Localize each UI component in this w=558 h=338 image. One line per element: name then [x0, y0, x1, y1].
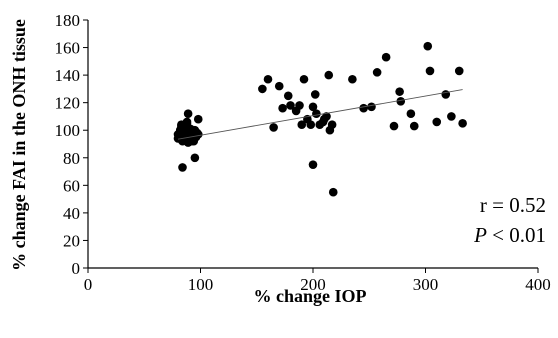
- tick-labels: 0 20 40 60 80 100 120 140 160 180 0 100 200 300 400: [55, 11, 551, 294]
- data-point: [183, 109, 193, 118]
- data-point: [454, 66, 464, 76]
- y-tick-label: 20: [63, 231, 80, 250]
- data-point: [324, 70, 334, 80]
- data-point: [312, 109, 321, 118]
- y-tick-label: 100: [55, 121, 81, 140]
- x-tick-label: 100: [188, 275, 214, 294]
- data-point: [348, 74, 357, 84]
- y-tick-label: 0: [72, 259, 81, 278]
- x-tick-label: 400: [525, 275, 551, 294]
- data-point: [286, 101, 295, 110]
- data-point: [409, 121, 419, 131]
- data-point: [299, 74, 309, 84]
- data-point: [186, 124, 195, 134]
- data-point: [359, 103, 368, 113]
- data-point: [182, 117, 192, 127]
- y-tick-label: 180: [55, 11, 81, 30]
- data-point: [432, 117, 442, 127]
- correlation-annotation: r = 0.52: [480, 193, 546, 217]
- data-point: [179, 135, 188, 145]
- data-point: [295, 101, 304, 110]
- data-point: [367, 102, 376, 112]
- x-tick-label: 200: [300, 275, 326, 294]
- data-point: [389, 121, 399, 131]
- x-axis-title: % change IOP: [253, 286, 366, 306]
- data-point: [258, 84, 267, 94]
- data-point: [306, 120, 316, 130]
- data-point: [308, 160, 318, 169]
- data-point: [406, 109, 416, 118]
- data-point: [328, 187, 338, 197]
- data-point: [425, 66, 435, 76]
- data-point: [308, 102, 318, 112]
- y-tick-label: 80: [63, 149, 80, 168]
- data-point: [278, 103, 287, 113]
- x-tick-label: 0: [84, 275, 93, 294]
- y-tick-label: 140: [55, 66, 81, 85]
- p-rest: < 0.01: [487, 223, 546, 247]
- axes: [83, 19, 539, 273]
- data-points: [173, 41, 467, 197]
- data-point: [297, 120, 307, 130]
- data-point: [193, 130, 203, 139]
- data-point: [441, 90, 451, 99]
- data-point: [190, 153, 200, 163]
- data-point: [319, 114, 329, 124]
- data-point: [269, 123, 278, 132]
- p-value-annotation: P < 0.01: [473, 223, 546, 247]
- data-point: [178, 163, 187, 172]
- data-point: [396, 96, 406, 106]
- p-letter: P: [473, 223, 487, 247]
- data-point: [274, 81, 284, 91]
- y-tick-label: 120: [55, 94, 81, 113]
- trend-line: [177, 89, 463, 140]
- y-axis-title: % change FAI in the ONH tissue: [9, 19, 29, 271]
- data-point: [395, 87, 404, 96]
- x-tick-label: 300: [413, 275, 439, 294]
- data-point: [372, 68, 382, 77]
- data-point: [193, 114, 203, 124]
- y-tick-label: 40: [63, 204, 80, 223]
- y-tick-label: 160: [55, 39, 81, 58]
- data-point: [310, 90, 320, 99]
- data-point: [458, 119, 467, 128]
- data-point: [423, 41, 433, 51]
- data-point: [447, 112, 456, 121]
- data-point: [381, 52, 391, 62]
- data-point: [283, 91, 293, 101]
- data-point: [325, 125, 335, 135]
- y-tick-label: 60: [63, 176, 80, 195]
- data-point: [263, 74, 273, 84]
